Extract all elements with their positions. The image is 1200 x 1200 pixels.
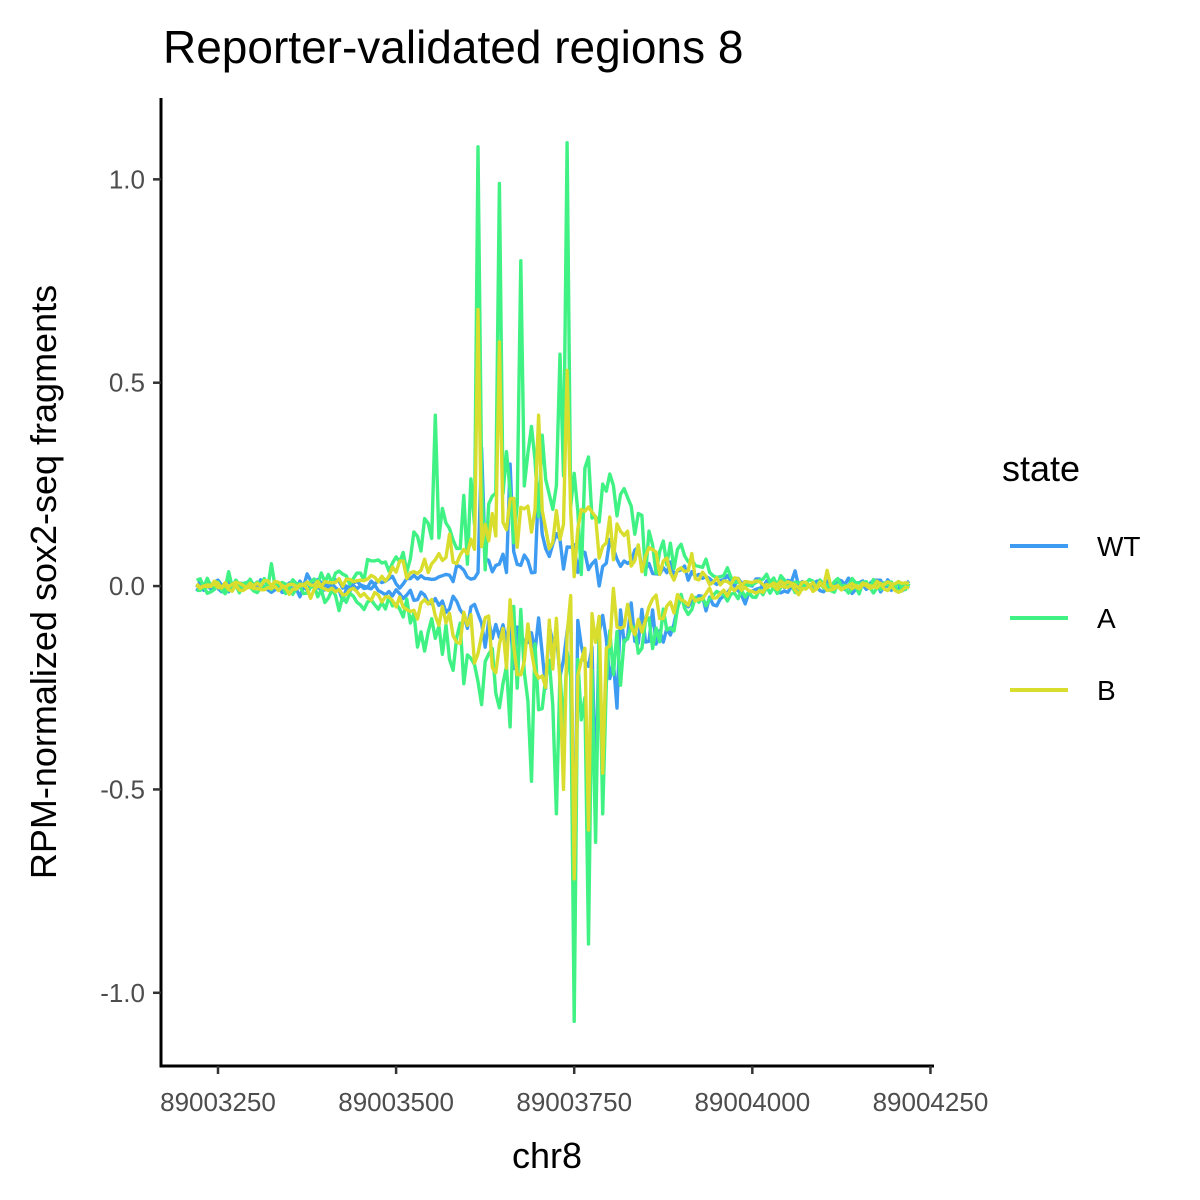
series-b xyxy=(195,307,910,881)
y-tick-label: 1.0 xyxy=(109,164,145,194)
legend: state WT A B xyxy=(1002,448,1141,706)
y-tick-label: 0.5 xyxy=(109,368,145,398)
y-axis-title: RPM-normalized sox2-seq fragments xyxy=(23,285,64,879)
legend-label-wt: WT xyxy=(1097,531,1141,562)
x-axis-ticks: 89003250 89003500 89003750 89004000 89004250 xyxy=(160,1066,988,1117)
legend-title: state xyxy=(1002,448,1080,489)
x-tick-label: 89003250 xyxy=(160,1087,276,1117)
y-tick-label: -1.0 xyxy=(100,978,145,1008)
x-axis-title: chr8 xyxy=(512,1135,582,1176)
series-line-b-reverse xyxy=(195,581,910,881)
x-tick-label: 89004000 xyxy=(694,1087,810,1117)
y-tick-label: 0.0 xyxy=(109,571,145,601)
x-tick-label: 89003500 xyxy=(338,1087,454,1117)
series-wt xyxy=(195,446,911,901)
plot-area xyxy=(195,141,911,1023)
legend-label-b: B xyxy=(1097,675,1116,706)
series-line-wt-forward xyxy=(195,446,911,591)
series-line-a-forward xyxy=(195,141,911,592)
x-tick-label: 89004250 xyxy=(873,1087,989,1117)
y-axis-ticks: -1.0 -0.5 0.0 0.5 1.0 xyxy=(100,164,161,1008)
x-tick-label: 89003750 xyxy=(516,1087,632,1117)
series-line-b-forward xyxy=(195,307,910,591)
legend-label-a: A xyxy=(1097,603,1116,634)
y-tick-label: -0.5 xyxy=(100,774,145,804)
chart-title: Reporter-validated regions 8 xyxy=(163,21,743,73)
